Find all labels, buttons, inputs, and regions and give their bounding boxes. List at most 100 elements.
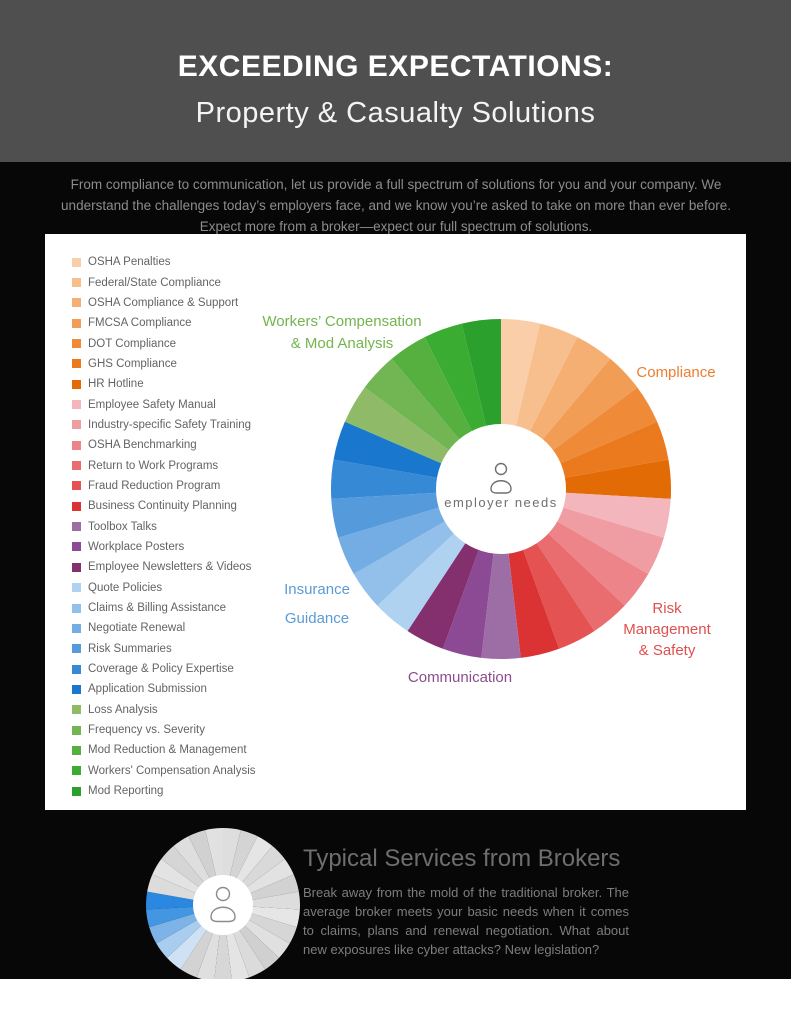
legend-item: Fraud Reduction Program: [72, 476, 256, 496]
legend-swatch: [72, 257, 81, 267]
page-subtitle: Property & Casualty Solutions: [195, 97, 596, 129]
legend-swatch: [72, 705, 81, 715]
legend-swatch: [72, 522, 81, 532]
legend-item: Mod Reduction & Management: [72, 740, 256, 760]
legend-item: Industry-specific Safety Training: [72, 415, 256, 435]
legend-swatch: [72, 339, 81, 349]
legend-swatch: [72, 481, 81, 491]
legend-item-label: HR Hotline: [88, 378, 144, 391]
legend-item-label: Fraud Reduction Program: [88, 479, 221, 492]
legend-item: Claims & Billing Assistance: [72, 598, 256, 618]
employer-needs-donut-chart: employer needs: [331, 319, 671, 659]
legend-swatch: [72, 278, 81, 288]
legend-item-label: Toolbox Talks: [88, 520, 157, 533]
legend-item-label: OSHA Benchmarking: [88, 439, 197, 452]
legend-item-label: Mod Reduction & Management: [88, 744, 247, 757]
legend-item-label: Employee Safety Manual: [88, 398, 216, 411]
legend-item: Frequency vs. Severity: [72, 720, 256, 740]
legend-swatch: [72, 603, 81, 613]
legend-item-label: OSHA Compliance & Support: [88, 296, 239, 309]
typical-broker-donut-chart: [145, 828, 301, 983]
legend-item-label: Industry-specific Safety Training: [88, 418, 251, 431]
legend-item: Employee Safety Manual: [72, 394, 256, 414]
legend-item: Return to Work Programs: [72, 455, 256, 475]
legend-swatch: [72, 623, 81, 633]
group-label-communication: Communication: [407, 669, 513, 686]
legend-item-label: Quote Policies: [88, 581, 163, 594]
legend-item-label: Claims & Billing Assistance: [88, 602, 227, 615]
legend-item: OSHA Compliance & Support: [72, 293, 256, 313]
legend-swatch: [72, 420, 81, 430]
legend-item-label: Negotiate Renewal: [88, 622, 186, 635]
legend-item: Workplace Posters: [72, 537, 256, 557]
legend-swatch: [72, 542, 81, 552]
legend-swatch: [72, 501, 81, 511]
legend-item: Application Submission: [72, 679, 256, 699]
legend-item-label: OSHA Penalties: [88, 256, 171, 269]
donut-center-label: employer needs: [444, 495, 558, 510]
legend-swatch: [72, 583, 81, 593]
legend-item-label: Coverage & Policy Expertise: [88, 663, 234, 676]
legend-item-label: Workplace Posters: [88, 540, 185, 553]
legend-swatch: [72, 562, 81, 572]
legend-item: Toolbox Talks: [72, 516, 256, 536]
footer-strip: [0, 979, 791, 1024]
legend-item-label: Return to Work Programs: [88, 459, 219, 472]
legend-item: DOT Compliance: [72, 333, 256, 353]
legend-swatch: [72, 379, 81, 389]
legend-item-label: Frequency vs. Severity: [88, 724, 205, 737]
legend-swatch: [72, 745, 81, 755]
legend-item: OSHA Penalties: [72, 252, 256, 272]
broker-section-body: Break away from the mold of the traditio…: [303, 885, 629, 958]
donut-center-hole: [436, 424, 566, 554]
broker-section: Typical Services from Brokers Break away…: [0, 811, 791, 983]
legend-item-label: Business Continuity Planning: [88, 500, 237, 513]
legend-item: Mod Reporting: [72, 781, 256, 801]
legend-item: OSHA Benchmarking: [72, 435, 256, 455]
header-banner: EXCEEDING EXPECTATIONS: Property & Casua…: [0, 0, 791, 162]
group-label-workers-compensation: Workers’ Compensation & Mod Analysis: [262, 313, 422, 352]
broker-section-title: Typical Services from Brokers: [303, 845, 621, 872]
legend-swatch: [72, 461, 81, 471]
legend-item-label: Loss Analysis: [88, 703, 158, 716]
legend-item: FMCSA Compliance: [72, 313, 256, 333]
legend-item: Federal/State Compliance: [72, 272, 256, 292]
group-label-risk-management: Risk Management & Safety: [623, 600, 711, 659]
legend-item-label: Risk Summaries: [88, 642, 172, 655]
legend-swatch: [72, 664, 81, 674]
legend-item: Coverage & Policy Expertise: [72, 659, 256, 679]
legend-item-label: DOT Compliance: [88, 337, 176, 350]
legend-item: GHS Compliance: [72, 354, 256, 374]
legend-item: HR Hotline: [72, 374, 256, 394]
legend-item: Negotiate Renewal: [72, 618, 256, 638]
legend-swatch: [72, 644, 81, 654]
person-icon: [490, 462, 512, 494]
donut-segment: [481, 489, 521, 659]
donut-center-hole: [193, 875, 253, 935]
legend-item-label: Mod Reporting: [88, 785, 164, 798]
page-title: EXCEEDING EXPECTATIONS:: [177, 50, 614, 83]
legend-item-label: Federal/State Compliance: [88, 276, 221, 289]
legend-swatch: [72, 400, 81, 410]
legend-item-label: Application Submission: [88, 683, 207, 696]
legend-swatch: [72, 684, 81, 694]
legend-item-label: FMCSA Compliance: [88, 317, 192, 330]
legend-swatch: [72, 440, 81, 450]
legend-swatch: [72, 725, 81, 735]
legend-item-label: Employee Newsletters & Videos: [88, 561, 252, 574]
legend-swatch: [72, 766, 81, 776]
legend-swatch: [72, 359, 81, 369]
group-label-insurance-guidance: Insurance Guidance: [284, 581, 350, 627]
legend-item: Risk Summaries: [72, 639, 256, 659]
legend-item: Quote Policies: [72, 578, 256, 598]
donut-segment: [214, 905, 232, 983]
legend-item: Employee Newsletters & Videos: [72, 557, 256, 577]
legend-swatch: [72, 318, 81, 328]
chart-card: OSHA Penalties Federal/State Compliance OS…: [45, 234, 746, 810]
legend-item: Workers' Compensation Analysis: [72, 761, 256, 781]
legend-item-label: Workers' Compensation Analysis: [88, 764, 256, 777]
legend-item: Business Continuity Planning: [72, 496, 256, 516]
legend-item-label: GHS Compliance: [88, 357, 177, 370]
group-label-compliance: Compliance: [636, 364, 716, 381]
